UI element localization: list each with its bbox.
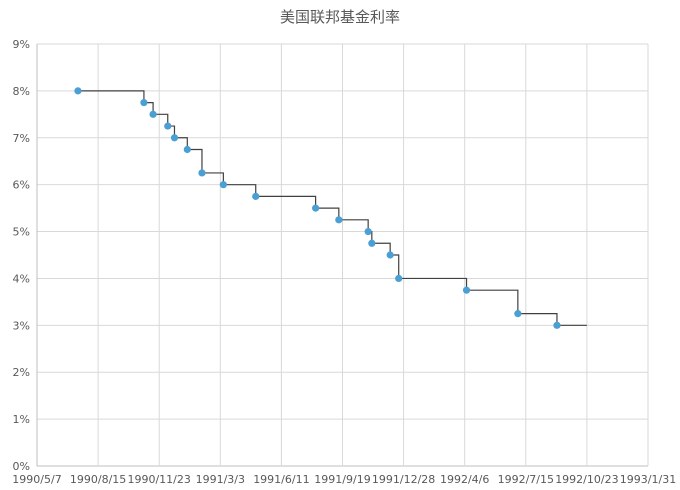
data-point [335, 216, 343, 224]
data-point [74, 87, 82, 95]
data-point [364, 227, 372, 236]
data-point [164, 122, 172, 130]
y-tick-label: 5% [13, 226, 30, 239]
y-tick-label: 2% [13, 366, 30, 379]
data-point [386, 251, 394, 259]
series-rate [74, 87, 587, 329]
x-tick-label: 1990/8/15 [70, 473, 126, 486]
data-point [183, 145, 191, 154]
x-tick-label: 1991/9/19 [314, 473, 370, 486]
x-tick-label: 1992/4/6 [440, 473, 489, 486]
y-tick-label: 0% [13, 460, 30, 473]
x-tick-label: 1992/10/23 [555, 473, 618, 486]
y-axis-ticks: 0% 1% 2% 3% 4% 5% 6% 7% 8% 9% [13, 38, 30, 473]
x-tick-label: 1993/1/31 [620, 473, 676, 486]
y-tick-label: 6% [13, 179, 30, 192]
data-point [462, 286, 471, 294]
x-tick-label: 1990/11/23 [127, 473, 190, 486]
data-point [514, 310, 522, 318]
x-tick-label: 1990/5/7 [12, 473, 61, 486]
y-tick-label: 4% [13, 272, 30, 285]
x-tick-label: 1992/7/15 [498, 473, 554, 486]
y-tick-label: 9% [13, 38, 30, 51]
data-point [140, 99, 148, 107]
data-point [198, 169, 206, 177]
data-point [395, 274, 403, 283]
data-point [368, 239, 376, 247]
data-point [149, 110, 157, 118]
y-tick-label: 1% [13, 413, 30, 426]
x-axis-ticks: 1990/5/7 1990/8/15 1990/11/23 1991/3/3 1991/… [12, 473, 676, 486]
data-point [312, 204, 320, 212]
y-tick-label: 8% [13, 85, 30, 98]
data-point [170, 134, 179, 142]
gridlines [36, 43, 649, 467]
data-point [219, 181, 227, 189]
y-tick-label: 7% [13, 132, 30, 145]
x-tick-label: 1991/6/11 [253, 473, 309, 486]
data-point [553, 321, 561, 329]
chart-title: 美国联邦基金利率 [280, 8, 400, 26]
data-point [252, 192, 260, 200]
y-tick-label: 3% [13, 319, 30, 332]
series-step-line [77, 90, 587, 326]
x-tick-label: 1991/12/28 [372, 473, 435, 486]
x-tick-label: 1991/3/3 [196, 473, 245, 486]
